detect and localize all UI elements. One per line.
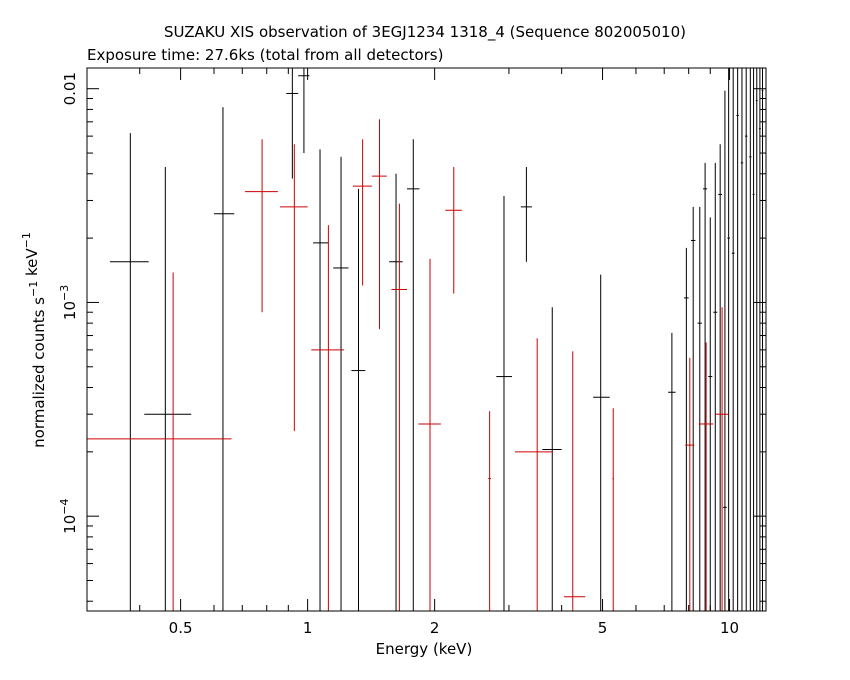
data-point	[745, 68, 748, 611]
data-point	[761, 68, 764, 611]
data-point	[286, 68, 299, 179]
y-label-text: keV	[23, 248, 41, 281]
data-point	[736, 68, 739, 611]
data-point	[214, 107, 235, 611]
data-point	[87, 272, 232, 611]
x-tick-label: 1	[303, 619, 313, 637]
data-point	[144, 167, 192, 611]
data-point	[749, 68, 752, 611]
y-tick-label: 0.01	[61, 72, 79, 105]
y-label-exponent: −1	[20, 232, 33, 248]
data-point	[612, 408, 614, 611]
series-1	[109, 68, 764, 611]
data-point	[445, 167, 462, 294]
data-point	[593, 274, 610, 611]
plot-frame	[86, 67, 767, 612]
data-point	[690, 206, 696, 611]
data-point	[755, 68, 758, 611]
data-point	[351, 188, 366, 611]
data-point	[563, 351, 586, 611]
series-2	[87, 119, 729, 611]
data-point	[391, 203, 408, 611]
data-point	[418, 258, 441, 611]
x-tick-label: 5	[598, 619, 608, 637]
data-point	[313, 149, 329, 611]
data-point	[731, 68, 735, 611]
data-point	[723, 90, 727, 611]
x-axis-label: Energy (keV)	[376, 640, 473, 658]
y-tick-exponent: −4	[58, 499, 71, 515]
data-point	[520, 167, 532, 262]
data-point	[684, 247, 689, 611]
data-point	[713, 162, 718, 611]
y-label-exponent: −1	[27, 281, 40, 297]
data-point	[333, 156, 349, 611]
data-point	[718, 144, 723, 611]
x-tick-label: 2	[430, 619, 440, 637]
data-point	[311, 225, 345, 611]
data-point	[752, 68, 755, 611]
data-point	[496, 195, 512, 611]
x-tick-label: 0.5	[169, 619, 193, 637]
data-point	[244, 139, 278, 313]
data-point	[715, 307, 729, 611]
data-point	[758, 68, 761, 611]
data-point	[109, 133, 149, 611]
y-tick-exponent: −3	[58, 285, 71, 301]
data-point	[514, 338, 553, 611]
x-tick-label: 10	[720, 619, 739, 637]
data-point	[740, 68, 744, 611]
data-point	[352, 139, 372, 286]
data-point	[698, 342, 714, 611]
data-point	[371, 119, 387, 330]
data-point	[542, 307, 562, 611]
y-label-text: normalized counts s	[30, 297, 48, 448]
data-point	[727, 68, 730, 611]
data-point	[668, 332, 676, 611]
y-axis-label: normalized counts s−1 keV−1	[20, 232, 48, 448]
data-point	[685, 357, 695, 611]
data-point	[279, 144, 308, 432]
data-point	[708, 217, 713, 611]
data-point	[488, 411, 491, 611]
data-point	[697, 206, 702, 611]
data-points	[87, 68, 764, 611]
chart-subtitle: Exposure time: 27.6ks (total from all de…	[87, 46, 443, 64]
data-point	[407, 139, 420, 611]
plot-area	[87, 68, 764, 611]
chart-title: SUZAKU XIS observation of 3EGJ1234 1318_…	[164, 23, 686, 42]
data-point	[702, 162, 708, 611]
data-point	[389, 173, 403, 611]
